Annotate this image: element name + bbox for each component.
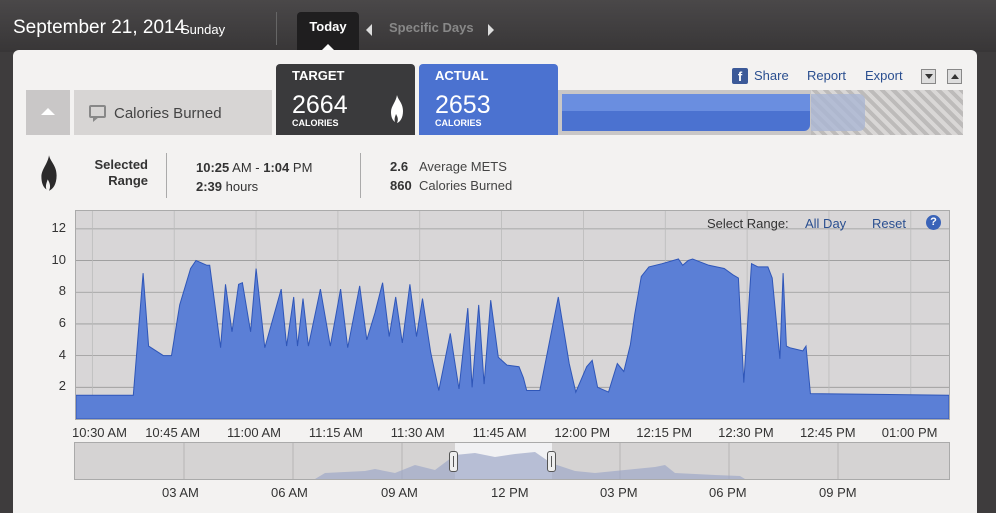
start-ampm: AM (232, 160, 252, 175)
progress-highlight (562, 94, 810, 111)
overview-activity (75, 452, 949, 479)
range-dash: - (255, 160, 260, 175)
calories-label: Calories Burned (419, 178, 513, 193)
actual-unit: CALORIES (435, 118, 482, 128)
selected-range-line1: Selected (94, 157, 148, 172)
target-value: 2664 (292, 91, 348, 119)
collapse-button[interactable] (26, 90, 70, 135)
calories-chart (76, 211, 949, 419)
facebook-icon[interactable]: f (732, 68, 748, 84)
start-time: 10:25 (196, 160, 230, 175)
next-day-arrow-icon[interactable] (488, 24, 494, 36)
expand-button[interactable] (921, 69, 936, 84)
share-link[interactable]: Share (754, 68, 789, 83)
x-tick-label: 11:00 AM (227, 425, 282, 440)
chevron-down-icon (925, 74, 933, 79)
previous-day-arrow-icon[interactable] (366, 24, 372, 36)
x-tick-label: 12:15 PM (636, 425, 692, 440)
target-title: TARGET (292, 68, 345, 83)
overview-tick-label: 06 AM (271, 485, 308, 500)
range-handle-left[interactable] (449, 451, 458, 472)
calories-value: 860 (390, 178, 412, 193)
x-tick-label: 12:30 PM (718, 425, 774, 440)
tab-today[interactable]: Today (297, 12, 359, 50)
x-tick-label: 12:00 PM (554, 425, 611, 440)
y-tick-label: 8 (58, 283, 66, 299)
report-link[interactable]: Report (807, 68, 847, 83)
overview-tick-label: 03 AM (162, 485, 199, 500)
x-tick-label: 11:15 AM (308, 425, 363, 440)
speech-bubble-icon (89, 105, 106, 122)
chevron-up-icon (951, 74, 959, 79)
x-tick-label: 12:45 PM (799, 425, 856, 440)
avg-mets-label: Average METS (419, 159, 507, 174)
triangle-up-icon (41, 108, 55, 115)
weekday-label: Sunday (181, 22, 226, 37)
help-icon[interactable]: ? (926, 215, 941, 230)
x-tick-label: 11:45 AM (472, 425, 527, 440)
metric-selector[interactable]: Calories Burned (74, 90, 272, 135)
select-range-label: Select Range: (707, 216, 789, 231)
x-tick-label: 01:00 PM (881, 425, 938, 440)
progress-bar (558, 90, 963, 135)
calories-stat: 860 Calories Burned (390, 178, 512, 193)
actual-value: 2653 (435, 91, 491, 119)
tab-specific-days[interactable]: Specific Days (389, 20, 474, 35)
export-link[interactable]: Export (865, 68, 903, 83)
top-bar: September 21, 2014 Sunday Today Specific… (0, 0, 996, 52)
range-handle-right[interactable] (547, 451, 556, 472)
calories-area-series (76, 258, 949, 419)
end-time: 1:04 (263, 160, 290, 175)
y-tick-label: 12 (51, 219, 66, 235)
summary-divider (360, 153, 361, 198)
duration-value: 2:39 (196, 179, 223, 194)
caret-up-icon (322, 44, 334, 50)
chart-area[interactable] (75, 210, 950, 420)
selected-range-label: Selected Range (80, 157, 148, 189)
y-tick-label: 4 (58, 346, 66, 362)
overview-chart (75, 443, 949, 479)
overview-tick-label: 09 PM (819, 485, 857, 500)
tab-today-label: Today (309, 19, 347, 34)
duration: 2:39 hours (196, 179, 258, 194)
summary-divider (166, 153, 167, 198)
date-label: September 21, 2014 (13, 17, 186, 38)
duration-unit: hours (225, 179, 259, 194)
overview-tick-label: 12 PM (491, 485, 529, 500)
target-box: TARGET 2664 CALORIES (276, 64, 415, 135)
flame-icon (391, 95, 403, 123)
overview-tick-label: 03 PM (600, 485, 638, 500)
selected-range-line2: Range (108, 173, 148, 188)
y-tick-label: 10 (51, 251, 66, 267)
x-tick-label: 10:30 AM (72, 425, 127, 440)
metric-name: Calories Burned (114, 105, 222, 122)
x-tick-label: 11:30 AM (390, 425, 445, 440)
actual-box: ACTUAL 2653 CALORIES (419, 64, 558, 135)
reset-link[interactable]: Reset (872, 216, 906, 231)
actual-title: ACTUAL (435, 68, 489, 83)
progress-fill (562, 94, 810, 131)
end-ampm: PM (292, 160, 313, 175)
x-tick-label: 10:45 AM (145, 425, 201, 440)
progress-remaining (811, 94, 865, 131)
avg-mets-stat: 2.6 Average METS (390, 159, 507, 174)
time-range: 10:25 AM - 1:04 PM (196, 160, 312, 175)
header-divider (276, 12, 277, 45)
collapse-panel-button[interactable] (947, 69, 962, 84)
flame-icon (41, 155, 57, 191)
overview-navigator[interactable] (74, 442, 950, 480)
y-tick-label: 2 (58, 378, 66, 394)
overview-tick-label: 06 PM (709, 485, 747, 500)
y-tick-label: 6 (58, 314, 66, 330)
overview-tick-label: 09 AM (381, 485, 418, 500)
all-day-link[interactable]: All Day (805, 216, 847, 231)
avg-mets-value: 2.6 (390, 159, 409, 174)
target-unit: CALORIES (292, 118, 339, 128)
